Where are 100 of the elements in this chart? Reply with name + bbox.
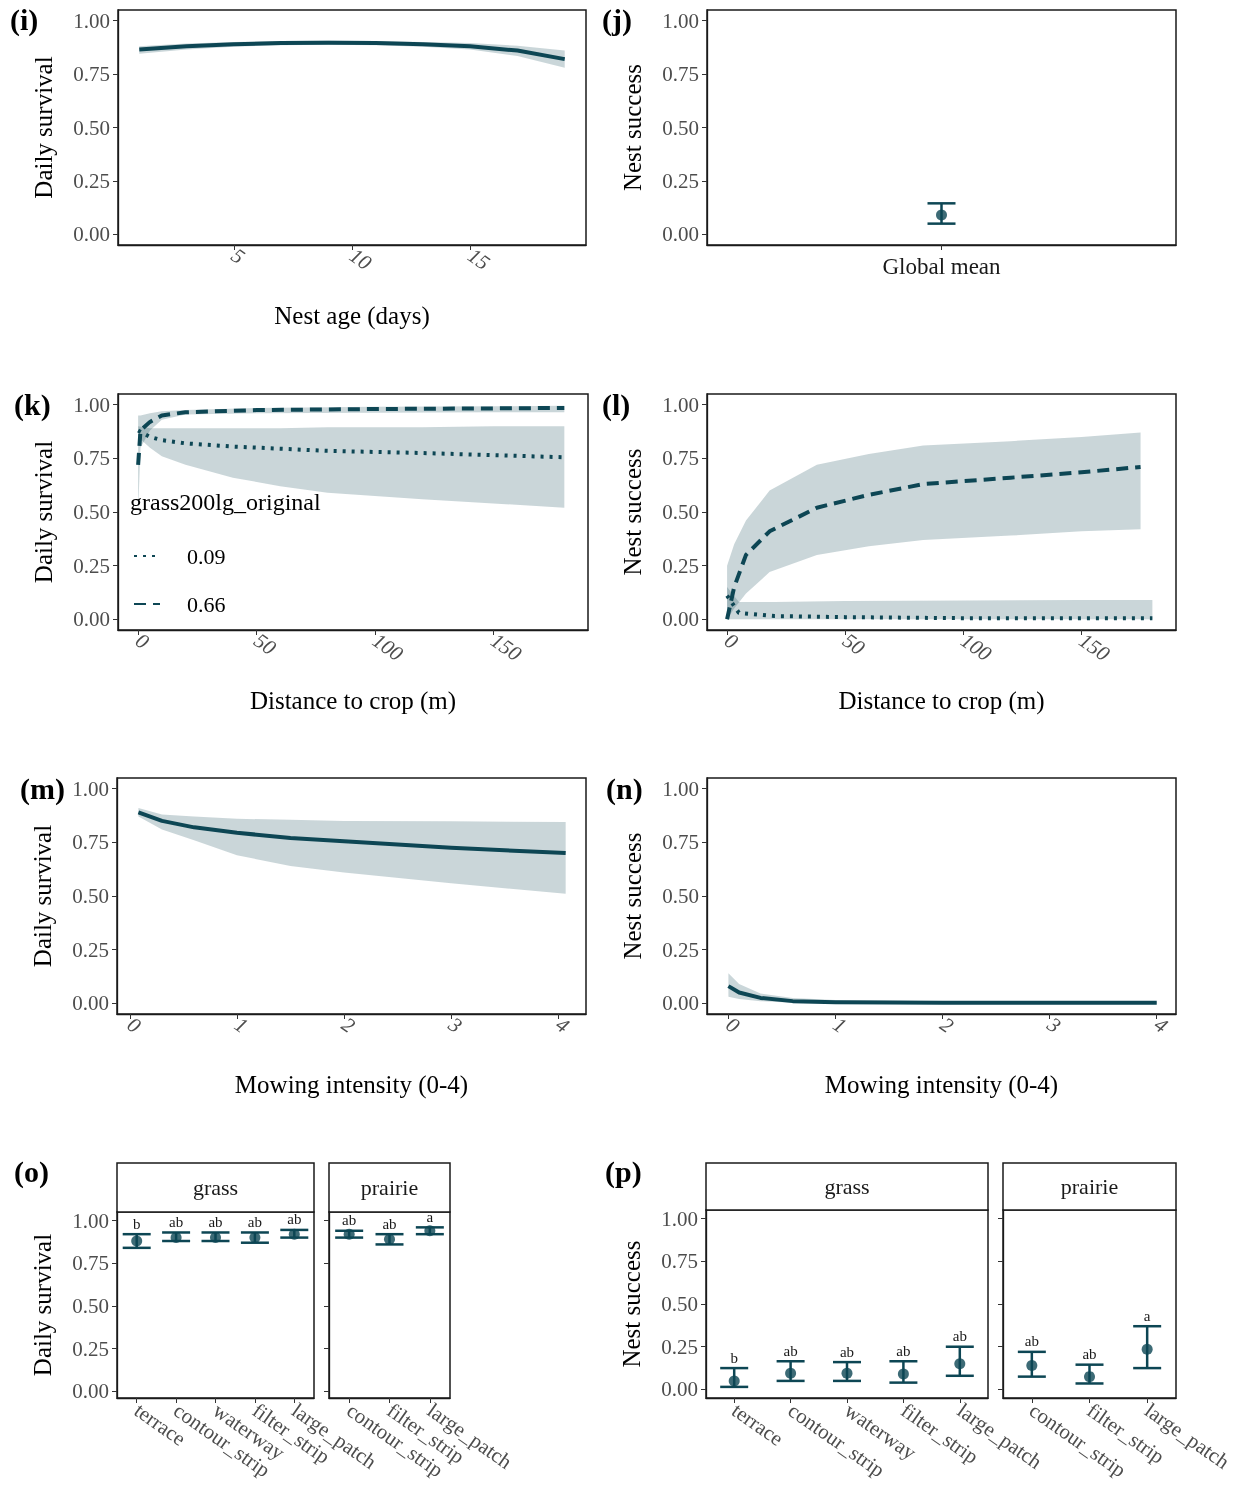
y-tick-label: 0.75	[661, 1249, 698, 1274]
y-tick-label: 0.25	[662, 168, 699, 193]
text: (k)	[14, 387, 51, 422]
y-tick-label: 0.75	[73, 62, 110, 87]
x-axis-title: Distance to crop (m)	[838, 687, 1045, 715]
annotation: a	[426, 1208, 434, 1225]
y-tick-label: 0.00	[662, 222, 699, 247]
y-tick-label: 0.00	[661, 1377, 698, 1402]
y-axis-title: Daily survival	[29, 824, 56, 968]
y-axis-title: Daily survival	[30, 440, 57, 584]
y-tick-label: 0.00	[73, 222, 110, 247]
y-tick-label: 0.50	[73, 115, 110, 140]
x-tick-label: 0	[122, 1012, 146, 1039]
text: (j)	[602, 2, 632, 37]
y-tick-label: 1.00	[661, 1206, 698, 1231]
y-tick-label: 0.00	[73, 607, 110, 632]
x-axis-title: Distance to crop (m)	[249, 687, 457, 715]
y-tick-label: 0.50	[662, 884, 699, 908]
y-tick-label: 0.25	[662, 937, 699, 962]
y-tick-label: 0.75	[662, 62, 699, 87]
y-tick-label: 0.50	[72, 1293, 109, 1318]
x-tick-label: 1	[230, 1012, 253, 1038]
y-tick-label: 0.00	[662, 607, 699, 632]
legend-title: grass200lg_original	[130, 489, 321, 515]
y-axis-title: Daily survival	[30, 56, 57, 199]
y-axis-title: Nest success	[619, 448, 646, 576]
y-tick-label: 1.00	[72, 776, 109, 801]
y-tick-label: 0.00	[72, 991, 109, 1016]
x-tick-label: 4	[1149, 1012, 1173, 1039]
annotation: ab	[896, 1342, 911, 1359]
y-tick-label: 0.50	[662, 500, 699, 524]
x-tick-label: 4	[551, 1012, 575, 1039]
y-tick-label: 0.50	[661, 1292, 698, 1316]
x-tick-label: Global mean	[882, 254, 1002, 279]
y-tick-label: 1.00	[662, 8, 699, 33]
y-tick-label: 0.00	[72, 1379, 109, 1404]
y-tick-label: 1.00	[662, 776, 699, 801]
annotation: ab	[783, 1342, 798, 1359]
text: (i)	[10, 2, 39, 37]
x-tick-label: 0	[720, 628, 743, 655]
annotation: ab	[1024, 1333, 1039, 1350]
annotation: ab	[839, 1343, 855, 1360]
y-tick-label: 0.75	[662, 830, 699, 855]
y-tick-label: 0.75	[72, 830, 109, 855]
annotation: ab	[342, 1212, 357, 1229]
x-tick-label: 150	[1074, 628, 1115, 667]
y-tick-label: 1.00	[73, 392, 110, 417]
y-tick-label: 0.50	[73, 500, 110, 524]
y-axis-title: Nest success	[618, 1240, 645, 1368]
y-tick-label: 0.25	[73, 553, 110, 578]
y-tick-label: 0.25	[73, 168, 110, 193]
legend-label: 0.66	[187, 591, 226, 617]
annotation: ab	[169, 1213, 184, 1230]
y-axis-title: Daily survival	[29, 1233, 56, 1377]
x-tick-label: 3	[1041, 1011, 1066, 1038]
x-tick-label: 50	[838, 628, 870, 661]
x-tick-label: 50	[249, 628, 282, 661]
text: (n)	[606, 771, 643, 806]
annotation: b	[132, 1215, 141, 1232]
chart-title: prairie	[360, 1175, 419, 1200]
chart-title: prairie	[1060, 1174, 1119, 1199]
annotation: ab	[952, 1328, 967, 1345]
annotation: ab	[382, 1215, 397, 1232]
annotation: b	[730, 1349, 738, 1366]
y-tick-label: 1.00	[73, 8, 110, 33]
annotation: ab	[208, 1213, 223, 1230]
chart-title: grass	[192, 1175, 239, 1200]
x-axis-title: Nest age (days)	[274, 302, 430, 330]
x-tick-label: 0	[721, 1012, 745, 1039]
x-tick-label: 2	[935, 1012, 959, 1039]
text: (p)	[605, 1154, 642, 1189]
x-tick-label: 15	[463, 243, 495, 275]
x-axis-title: Mowing intensity (0-4)	[824, 1071, 1059, 1099]
x-tick-label: 5	[226, 243, 250, 269]
x-tick-label: 2	[337, 1012, 360, 1039]
annotation: ab	[1082, 1346, 1097, 1363]
x-tick-label: 3	[443, 1011, 467, 1038]
x-tick-label: 10	[345, 243, 377, 276]
annotation: a	[1143, 1307, 1151, 1324]
chart-title: grass	[824, 1174, 870, 1199]
x-tick-label: 100	[956, 628, 997, 667]
y-axis-title: Nest success	[619, 832, 646, 960]
y-tick-label: 0.25	[661, 1334, 698, 1359]
x-tick-label: 0	[131, 628, 155, 655]
y-tick-label: 0.00	[662, 991, 699, 1016]
x-tick-label: 1	[828, 1012, 851, 1038]
y-tick-label: 0.50	[72, 884, 109, 908]
x-tick-label: 100	[368, 628, 408, 667]
y-tick-label: 0.25	[662, 553, 699, 578]
x-tick-label: 150	[486, 628, 527, 667]
text: (l)	[602, 387, 631, 422]
annotation: ab	[247, 1213, 262, 1230]
y-tick-label: 1.00	[662, 392, 699, 417]
text: (m)	[20, 771, 65, 806]
y-axis-title: Nest success	[619, 63, 646, 192]
y-tick-label: 1.00	[72, 1208, 109, 1233]
y-tick-label: 0.75	[73, 446, 110, 471]
y-tick-label: 0.25	[72, 937, 109, 962]
y-tick-label: 0.50	[662, 115, 699, 140]
y-tick-label: 0.75	[662, 446, 699, 471]
